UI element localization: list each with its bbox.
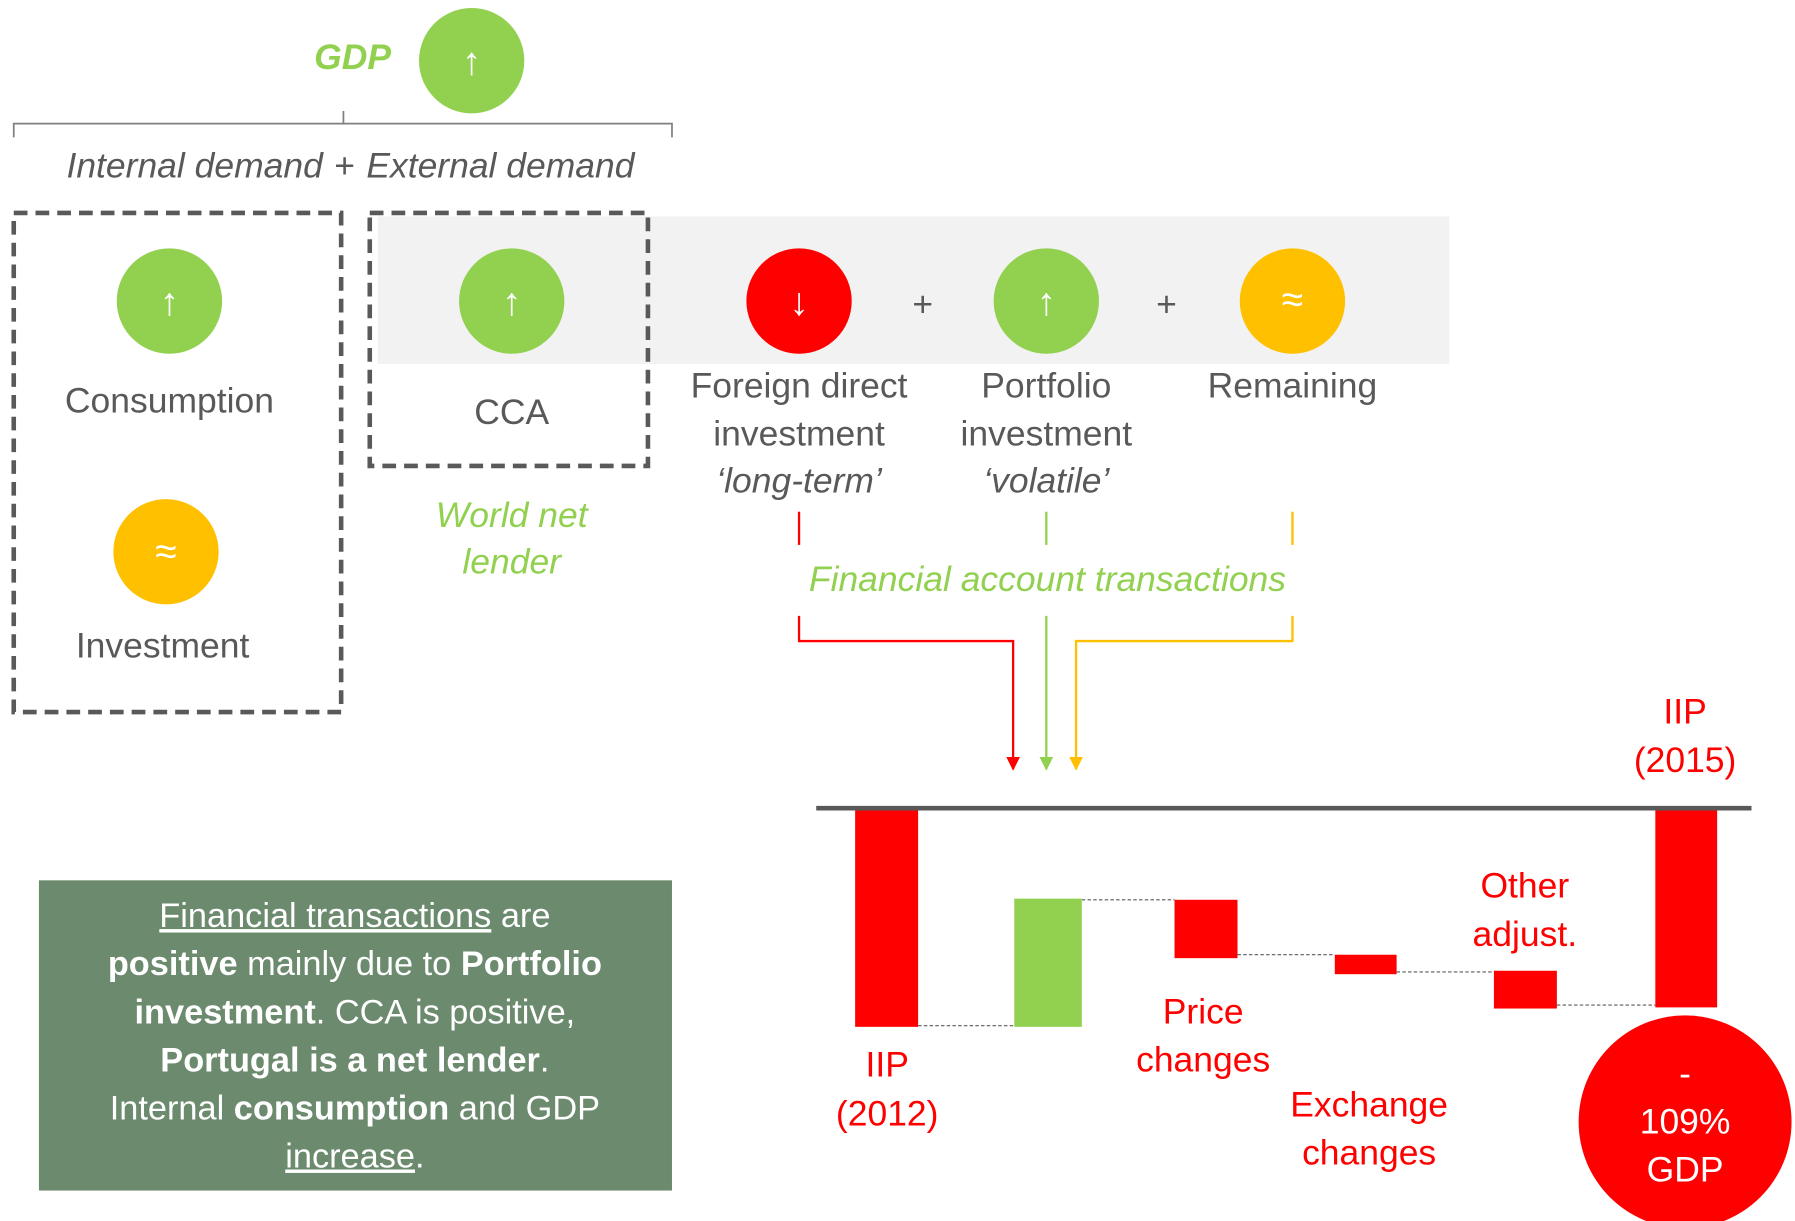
internal-box bbox=[11, 210, 344, 715]
brace bbox=[12, 111, 673, 138]
portfolio-symbol: ↑ bbox=[1037, 281, 1056, 324]
bar-label: changes bbox=[1302, 1132, 1436, 1172]
result-circle bbox=[1578, 1015, 1792, 1221]
summary-line: positive mainly due to Portfolio bbox=[108, 945, 602, 983]
summary-text: . CCA is positive, bbox=[316, 993, 575, 1031]
bar-label: Exchange bbox=[1290, 1084, 1448, 1124]
summary-text: . bbox=[415, 1138, 425, 1176]
consumption-symbol: ↑ bbox=[160, 281, 179, 324]
plus: + bbox=[1156, 284, 1177, 324]
fdi-symbol: ↓ bbox=[789, 281, 808, 324]
remaining-label: Remaining bbox=[1208, 365, 1378, 405]
summary-line: Financial transactions are bbox=[159, 897, 550, 935]
bar-label: Other bbox=[1480, 866, 1569, 906]
gdp-label: GDP bbox=[314, 37, 391, 77]
investment-symbol: ≈ bbox=[155, 530, 176, 573]
bar bbox=[855, 810, 919, 1027]
connectors bbox=[918, 899, 1656, 1027]
bar bbox=[1493, 970, 1557, 1009]
arrow bbox=[797, 615, 1020, 771]
demand-plus: + bbox=[334, 146, 355, 186]
bar-label: changes bbox=[1136, 1040, 1270, 1080]
bar bbox=[1655, 810, 1718, 1008]
fdi-circle bbox=[746, 248, 852, 354]
summary-text: Internal bbox=[110, 1089, 234, 1127]
cca-note: lender bbox=[462, 542, 562, 582]
result-text: - bbox=[1679, 1053, 1691, 1093]
portfolio-label: ‘volatile’ bbox=[983, 460, 1110, 500]
cca-label: CCA bbox=[474, 392, 549, 432]
investment-circle bbox=[113, 499, 219, 605]
summary-box bbox=[38, 880, 672, 1191]
summary-text: and GDP bbox=[449, 1089, 600, 1127]
cca-box bbox=[367, 210, 651, 469]
summary-text: . bbox=[540, 1041, 550, 1079]
cca-symbol: ↑ bbox=[502, 281, 521, 324]
result-text: GDP bbox=[1647, 1150, 1724, 1190]
fdi-label: ‘long-term’ bbox=[716, 460, 883, 500]
summary-line: increase. bbox=[285, 1138, 424, 1176]
summary-text: Financial transactions bbox=[159, 897, 491, 935]
summary-text: Portugal is a net lender bbox=[160, 1041, 540, 1079]
bar-label: IIP bbox=[1663, 692, 1706, 732]
consumption-circle bbox=[116, 248, 223, 354]
result-text: 109% bbox=[1640, 1102, 1731, 1142]
bar-label: IIP bbox=[866, 1044, 909, 1084]
fdi-label: investment bbox=[713, 414, 885, 454]
summary-text: consumption bbox=[234, 1089, 450, 1127]
summary: Financial transactions are positive mainl… bbox=[108, 897, 602, 1175]
bar bbox=[1014, 898, 1082, 1027]
bar-label: adjust. bbox=[1473, 914, 1578, 954]
external-demand: External demand bbox=[366, 146, 635, 186]
portfolio-label: investment bbox=[961, 414, 1133, 454]
summary-line: Internal consumption and GDP bbox=[110, 1089, 600, 1127]
summary-text: investment bbox=[135, 993, 317, 1031]
plus: + bbox=[912, 284, 933, 324]
summary-text: Portfolio bbox=[461, 945, 602, 983]
portfolio-label: Portfolio bbox=[981, 365, 1111, 405]
bar bbox=[1334, 954, 1397, 975]
cca-circle bbox=[459, 248, 565, 354]
consumption-label: Consumption bbox=[65, 380, 274, 420]
internal-demand: Internal demand bbox=[66, 146, 324, 186]
gdp-symbol: ↑ bbox=[462, 40, 481, 83]
summary-line: investment. CCA is positive, bbox=[135, 993, 576, 1031]
summary-text: positive bbox=[108, 945, 238, 983]
bar bbox=[1174, 899, 1238, 959]
remaining-symbol: ≈ bbox=[1282, 278, 1303, 321]
summary-text: are bbox=[491, 897, 550, 935]
portfolio-circle bbox=[993, 248, 1099, 354]
gdp-circle bbox=[418, 8, 525, 114]
arrow bbox=[1069, 615, 1294, 771]
summary-line: Portugal is a net lender. bbox=[160, 1041, 549, 1079]
summary-text: mainly due to bbox=[238, 945, 461, 983]
fdi-label: Foreign direct bbox=[691, 365, 908, 405]
investment-label: Investment bbox=[76, 625, 250, 665]
bar-label: (2015) bbox=[1634, 740, 1737, 780]
summary-text: increase bbox=[285, 1138, 415, 1176]
bar-label: (2012) bbox=[836, 1094, 939, 1134]
financial-caption: Financial account transactions bbox=[809, 559, 1286, 599]
remaining-circle bbox=[1239, 248, 1346, 354]
bar-label: Price bbox=[1163, 992, 1244, 1032]
cca-note: World net bbox=[436, 495, 590, 535]
